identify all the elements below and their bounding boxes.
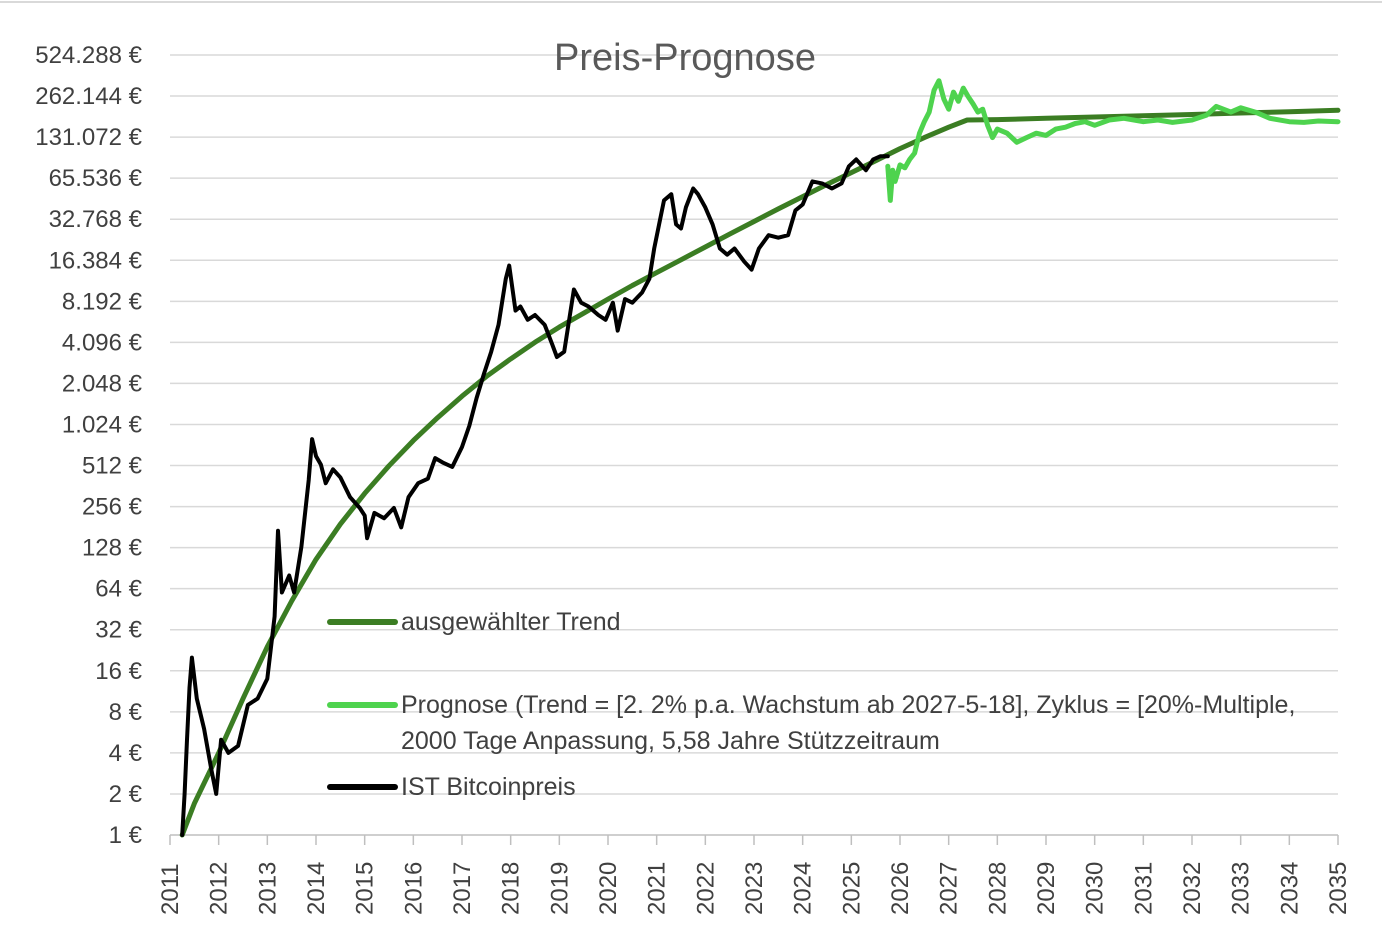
x-tick-label: 2032 <box>1179 862 1206 915</box>
series-lines <box>179 78 1341 838</box>
series-line-1 <box>179 107 1341 838</box>
y-tick-label: 4 € <box>109 740 143 767</box>
legend-label-line: Prognose (Trend = [2. 2% p.a. Wachstum a… <box>401 691 1295 719</box>
x-axis-ticks: 2011 2012 2013 2014 2015 2016 2017 2018 2019 2020… <box>157 835 1352 915</box>
y-tick-label: 2.048 € <box>62 370 143 397</box>
x-tick-label: 2034 <box>1276 862 1303 915</box>
y-tick-label: 256 € <box>82 494 143 521</box>
legend-label: ausgewählter Trend <box>401 608 621 636</box>
x-tick-label: 2011 <box>157 863 184 915</box>
x-tick-label: 2027 <box>936 862 963 915</box>
legend: ausgewählter Trend Prognose (Trend = [2. … <box>327 608 1295 801</box>
y-tick-label: 16.384 € <box>49 247 143 274</box>
x-tick-label: 2014 <box>303 862 330 915</box>
x-tick-label: 2023 <box>741 862 768 915</box>
y-tick-label: 131.072 € <box>35 124 142 151</box>
legend-label-line: ausgewählter Trend <box>401 608 621 636</box>
y-tick-label: 2 € <box>109 781 143 808</box>
x-tick-label: 2033 <box>1228 862 1255 915</box>
x-tick-label: 2021 <box>644 862 671 915</box>
chart-title: Preis-Prognose <box>554 37 816 79</box>
series-line-3 <box>180 154 890 837</box>
x-tick-label: 2029 <box>1033 862 1060 915</box>
x-tick-label: 2019 <box>546 862 573 915</box>
x-tick-label: 2028 <box>984 862 1011 915</box>
x-tick-label: 2013 <box>254 862 281 915</box>
legend-label-line: 2000 Tage Anpassung, 5,58 Jahre Stützzei… <box>401 727 940 755</box>
x-tick-label: 2031 <box>1130 862 1157 915</box>
y-tick-label: 65.536 € <box>49 165 143 192</box>
x-tick-label: 2025 <box>838 862 865 915</box>
y-tick-label: 4.096 € <box>62 329 143 356</box>
y-tick-label: 32 € <box>95 617 142 644</box>
y-tick-label: 512 € <box>82 453 143 480</box>
legend-label-line: IST Bitcoinpreis <box>401 773 576 801</box>
y-axis-ticks: 1 € 2 € 4 € 8 € 16 € 32 € 64 € 128 € 256 € 512 € 1… <box>35 42 142 849</box>
y-tick-label: 262.144 € <box>35 83 142 110</box>
y-tick-label: 32.768 € <box>49 206 143 233</box>
x-tick-label: 2022 <box>692 862 719 915</box>
x-tick-label: 2017 <box>449 862 476 915</box>
x-tick-label: 2024 <box>790 862 817 915</box>
legend-label: IST Bitcoinpreis <box>401 773 576 801</box>
y-tick-label: 16 € <box>95 658 142 685</box>
y-tick-label: 1 € <box>109 822 143 849</box>
y-tick-label: 8.192 € <box>62 288 143 315</box>
x-tick-label: 2018 <box>498 862 525 915</box>
legend-label: Prognose (Trend = [2. 2% p.a. Wachstum a… <box>401 691 1295 755</box>
x-tick-label: 2026 <box>887 862 914 915</box>
x-tick-label: 2012 <box>206 862 233 915</box>
y-tick-label: 64 € <box>95 576 142 603</box>
x-tick-label: 2030 <box>1082 862 1109 915</box>
y-tick-label: 524.288 € <box>35 42 142 69</box>
x-tick-label: 2035 <box>1325 862 1352 915</box>
y-tick-label: 128 € <box>82 535 143 562</box>
x-tick-label: 2015 <box>352 862 379 915</box>
y-tick-label: 1.024 € <box>62 411 143 438</box>
x-tick-label: 2016 <box>400 862 427 915</box>
x-tick-label: 2020 <box>595 862 622 915</box>
y-tick-label: 8 € <box>109 699 143 726</box>
series-line-2 <box>885 78 1341 203</box>
